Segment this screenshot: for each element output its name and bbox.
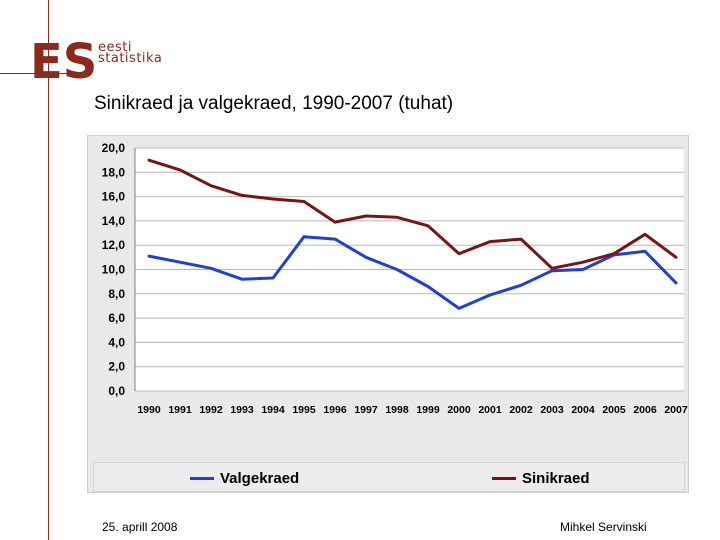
x-tick-label: 1995: [292, 404, 316, 416]
logo-line2: statistika: [98, 51, 163, 66]
x-tick-label: 2003: [540, 404, 564, 416]
footer-date: 25. aprill 2008: [102, 520, 178, 534]
series-line-valgekraed: [147, 235, 678, 310]
legend-label-sinikraed: Sinikraed: [522, 469, 590, 487]
x-tick-label: 1997: [354, 404, 378, 416]
legend-item-sinikraed: Sinikraed: [492, 468, 590, 488]
x-tick-label: 1996: [323, 404, 347, 416]
x-tick-label: 2001: [478, 404, 502, 416]
y-tick-label: 16,0: [102, 190, 126, 204]
legend-swatch-valgekraed: [190, 476, 214, 480]
decorative-horizontal-line: [0, 73, 86, 74]
chart-legend: Valgekraed Sinikraed: [93, 462, 685, 492]
y-tick-label: 4,0: [108, 335, 125, 349]
logo-mark: ES: [30, 34, 94, 86]
legend-label-valgekraed: Valgekraed: [220, 469, 300, 487]
x-tick-label: 1993: [230, 404, 254, 416]
x-tick-label: 1992: [199, 404, 223, 416]
x-tick-label: 2000: [447, 404, 471, 416]
x-tick-label: 2005: [602, 404, 626, 416]
legend-swatch-sinikraed: [492, 476, 516, 480]
y-tick-label: 20,0: [102, 141, 126, 155]
legend-item-valgekraed: Valgekraed: [190, 468, 299, 488]
y-tick-label: 12,0: [102, 238, 126, 252]
x-tick-label: 2007: [664, 404, 688, 416]
y-tick-label: 6,0: [108, 311, 125, 325]
x-tick-label: 2004: [571, 404, 595, 416]
x-tick-label: 1994: [261, 404, 285, 416]
x-tick-label: 1991: [168, 404, 192, 416]
y-tick-label: 2,0: [108, 360, 125, 374]
logo-wordmark: eesti statistika: [98, 40, 163, 66]
grid-layer: [135, 147, 684, 392]
line-chart: 0,0 2,0 4,0 6,0 8,0 10,0 12,0 14,0 16,0 18,0 20,0 1…: [102, 141, 688, 416]
axis-layer: 0,0 2,0 4,0 6,0 8,0 10,0 12,0 14,0 16,0 18,0 20,0 1…: [102, 141, 688, 416]
x-tick-label: 2006: [633, 404, 657, 416]
series-layer: [147, 158, 678, 310]
y-tick-label: 8,0: [108, 287, 125, 301]
logo-line1: eesti: [98, 40, 132, 55]
y-tick-label: 18,0: [102, 165, 126, 179]
eesti-statistika-logo: ES: [30, 34, 94, 86]
footer-author: Mihkel Servinski: [560, 520, 647, 534]
x-tick-label: 1998: [385, 404, 409, 416]
series-line-sinikraed: [147, 158, 678, 270]
y-tick-label: 0,0: [108, 384, 125, 398]
decorative-vertical-line: [48, 0, 49, 540]
y-tick-label: 14,0: [102, 214, 126, 228]
slide-title: Sinikraed ja valgekraed, 1990-2007 (tuha…: [94, 93, 454, 114]
x-tick-label: 1999: [416, 404, 440, 416]
x-tick-label: 2002: [509, 404, 533, 416]
y-tick-label: 10,0: [102, 263, 126, 277]
x-tick-label: 1990: [137, 404, 161, 416]
